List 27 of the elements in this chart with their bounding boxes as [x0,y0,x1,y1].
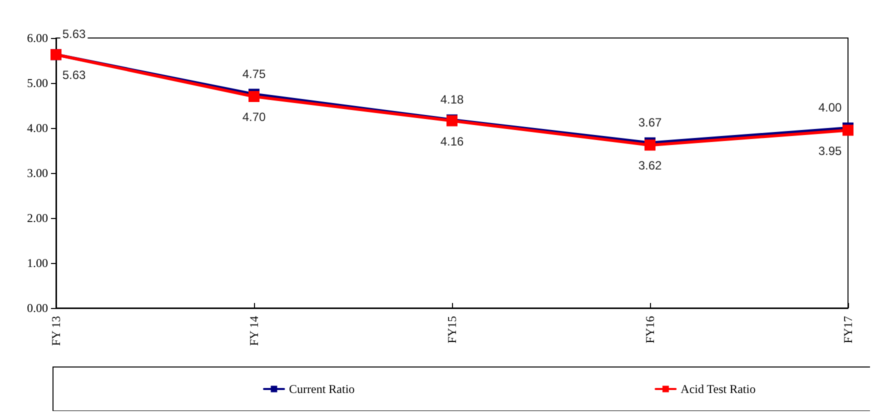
data-label: 4.00 [818,100,842,114]
y-tick-label: 1.00 [27,256,48,270]
y-tick-label: 3.00 [27,166,48,180]
legend-label: Acid Test Ratio [680,382,756,396]
data-label: 4.16 [440,134,464,148]
x-tick-label: FY 13 [49,316,63,346]
data-label: 3.95 [818,144,842,158]
x-tick-label: FY15 [445,316,459,344]
legend-label: Current Ratio [289,382,355,396]
data-label: 3.62 [638,158,662,173]
y-tick-label: 0.00 [27,301,48,315]
point [842,124,854,136]
data-label: 4.75 [242,66,266,81]
data-label: 4.70 [242,110,266,124]
y-tick-label: 6.00 [27,31,48,45]
point [248,91,260,102]
data-label: 3.67 [638,115,662,130]
data-label: 4.18 [440,92,464,106]
data-label: 5.63 [62,68,86,82]
data-label: 5.63 [62,27,86,42]
y-tick-label: 2.00 [27,211,48,225]
x-tick-label: FY17 [841,316,855,344]
y-tick-label: 4.00 [27,121,48,135]
point [644,140,656,151]
x-tick-label: FY 14 [247,316,261,346]
y-tick-label: 5.00 [27,76,48,90]
x-tick-label: FY16 [643,316,657,344]
